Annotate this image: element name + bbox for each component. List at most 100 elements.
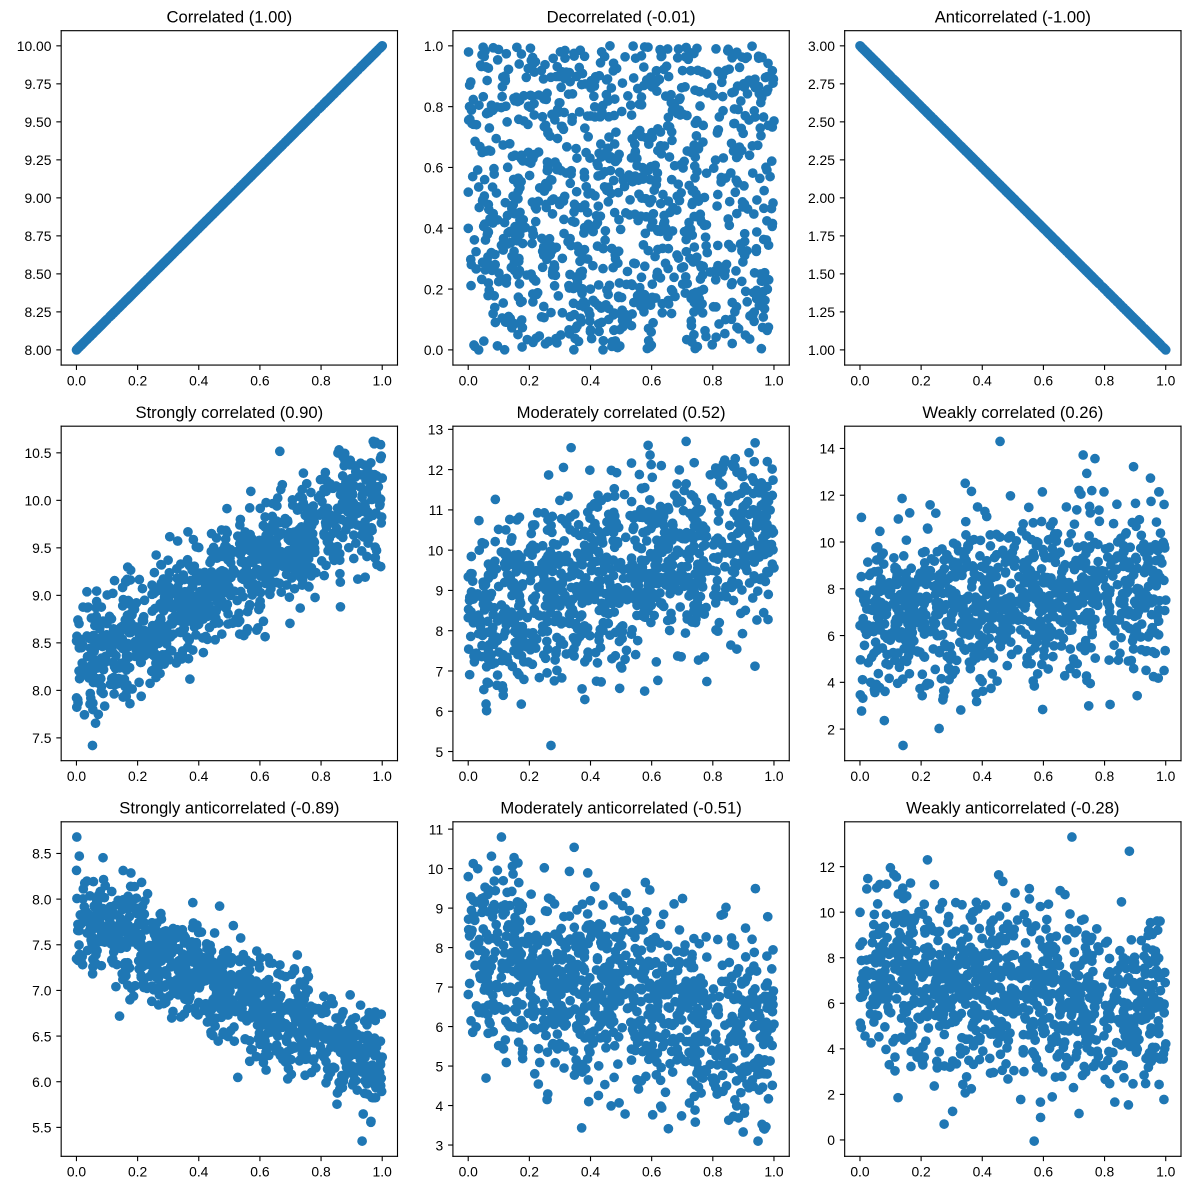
svg-text:8: 8 xyxy=(827,950,835,966)
svg-text:10: 10 xyxy=(428,542,444,558)
svg-text:11: 11 xyxy=(429,821,444,837)
svg-text:0.4: 0.4 xyxy=(973,372,993,388)
svg-text:0.4: 0.4 xyxy=(581,1164,601,1180)
svg-text:0.4: 0.4 xyxy=(189,768,209,784)
svg-text:0.4: 0.4 xyxy=(581,372,601,388)
svg-text:0.8: 0.8 xyxy=(1095,768,1115,784)
svg-text:Strongly anticorrelated (-0.89: Strongly anticorrelated (-0.89) xyxy=(119,798,339,817)
svg-text:6: 6 xyxy=(436,1019,444,1035)
svg-text:2.00: 2.00 xyxy=(808,190,835,206)
svg-text:1.0: 1.0 xyxy=(764,768,784,784)
svg-text:0.8: 0.8 xyxy=(1095,372,1115,388)
svg-text:0.8: 0.8 xyxy=(311,768,331,784)
svg-text:Weakly correlated (0.26): Weakly correlated (0.26) xyxy=(922,403,1103,422)
svg-text:2.75: 2.75 xyxy=(808,76,835,92)
svg-text:0.2: 0.2 xyxy=(128,1164,148,1180)
svg-text:1.00: 1.00 xyxy=(808,342,835,358)
svg-text:Decorrelated (-0.01): Decorrelated (-0.01) xyxy=(547,7,696,26)
svg-text:9.50: 9.50 xyxy=(24,114,51,130)
svg-text:0.2: 0.2 xyxy=(424,281,444,297)
svg-text:0.6: 0.6 xyxy=(1034,768,1054,784)
svg-text:8.5: 8.5 xyxy=(32,846,52,862)
svg-text:0.2: 0.2 xyxy=(520,768,540,784)
svg-text:8.75: 8.75 xyxy=(24,228,51,244)
svg-text:0.0: 0.0 xyxy=(850,1164,870,1180)
svg-text:2.25: 2.25 xyxy=(808,152,835,168)
svg-text:8.25: 8.25 xyxy=(24,304,51,320)
svg-text:12: 12 xyxy=(820,859,836,875)
svg-text:Moderately anticorrelated (-0.: Moderately anticorrelated (-0.51) xyxy=(500,798,741,817)
svg-text:14: 14 xyxy=(820,441,836,457)
svg-text:9.0: 9.0 xyxy=(32,588,52,604)
svg-text:12: 12 xyxy=(820,487,836,503)
svg-text:8.0: 8.0 xyxy=(32,891,52,907)
svg-text:13: 13 xyxy=(428,422,444,438)
svg-text:9.5: 9.5 xyxy=(32,540,52,556)
svg-text:9.75: 9.75 xyxy=(24,76,51,92)
svg-text:0.8: 0.8 xyxy=(703,372,723,388)
svg-text:0.8: 0.8 xyxy=(703,768,723,784)
svg-text:2: 2 xyxy=(827,1087,835,1103)
svg-text:0.0: 0.0 xyxy=(459,1164,479,1180)
svg-text:0.6: 0.6 xyxy=(250,768,270,784)
svg-text:0.4: 0.4 xyxy=(189,372,209,388)
svg-text:11: 11 xyxy=(429,502,444,518)
svg-text:8.00: 8.00 xyxy=(24,342,51,358)
svg-text:0.4: 0.4 xyxy=(189,1164,209,1180)
svg-text:10.00: 10.00 xyxy=(17,38,52,54)
svg-text:12: 12 xyxy=(428,462,444,478)
svg-text:6: 6 xyxy=(436,704,444,720)
svg-text:1.75: 1.75 xyxy=(808,228,835,244)
svg-text:1.0: 1.0 xyxy=(424,38,444,54)
svg-text:5.5: 5.5 xyxy=(32,1120,52,1136)
svg-text:4: 4 xyxy=(827,675,835,691)
svg-text:9.00: 9.00 xyxy=(24,190,51,206)
svg-text:0.6: 0.6 xyxy=(1034,1164,1054,1180)
svg-text:1.0: 1.0 xyxy=(373,768,393,784)
svg-text:0.8: 0.8 xyxy=(311,372,331,388)
svg-text:Strongly correlated (0.90): Strongly correlated (0.90) xyxy=(135,403,323,422)
svg-text:0.0: 0.0 xyxy=(459,768,479,784)
svg-text:0.6: 0.6 xyxy=(642,372,662,388)
svg-text:0.8: 0.8 xyxy=(1095,1164,1115,1180)
svg-text:0.0: 0.0 xyxy=(67,372,87,388)
svg-text:1.25: 1.25 xyxy=(808,304,835,320)
svg-text:4: 4 xyxy=(436,1098,444,1114)
svg-text:1.0: 1.0 xyxy=(764,1164,784,1180)
svg-text:0.2: 0.2 xyxy=(520,1164,540,1180)
svg-text:Weakly anticorrelated (-0.28): Weakly anticorrelated (-0.28) xyxy=(906,798,1119,817)
svg-text:6: 6 xyxy=(827,996,835,1012)
svg-text:0.0: 0.0 xyxy=(850,372,870,388)
svg-text:8.5: 8.5 xyxy=(32,635,52,651)
svg-text:10.5: 10.5 xyxy=(24,445,51,461)
svg-text:0.6: 0.6 xyxy=(424,160,444,176)
svg-text:7: 7 xyxy=(436,979,444,995)
svg-text:0.4: 0.4 xyxy=(424,221,444,237)
svg-text:0.0: 0.0 xyxy=(850,768,870,784)
svg-text:0.4: 0.4 xyxy=(973,768,993,784)
svg-text:10: 10 xyxy=(820,534,836,550)
svg-text:8: 8 xyxy=(436,940,444,956)
svg-text:10: 10 xyxy=(428,861,444,877)
svg-text:8: 8 xyxy=(827,581,835,597)
svg-text:0.0: 0.0 xyxy=(424,342,444,358)
svg-text:9: 9 xyxy=(436,583,444,599)
svg-text:0: 0 xyxy=(827,1132,835,1148)
svg-text:1.0: 1.0 xyxy=(764,372,784,388)
svg-text:0.2: 0.2 xyxy=(520,372,540,388)
svg-text:7.5: 7.5 xyxy=(32,730,52,746)
svg-text:0.4: 0.4 xyxy=(973,1164,993,1180)
svg-text:0.0: 0.0 xyxy=(459,372,479,388)
svg-text:0.8: 0.8 xyxy=(311,1164,331,1180)
svg-text:9: 9 xyxy=(436,900,444,916)
svg-text:Moderately correlated (0.52): Moderately correlated (0.52) xyxy=(517,403,726,422)
svg-text:6.5: 6.5 xyxy=(32,1028,52,1044)
svg-text:0.0: 0.0 xyxy=(67,1164,87,1180)
svg-text:6: 6 xyxy=(827,628,835,644)
svg-text:0.6: 0.6 xyxy=(250,372,270,388)
svg-text:4: 4 xyxy=(827,1041,835,1057)
svg-text:2: 2 xyxy=(827,721,835,737)
svg-text:0.2: 0.2 xyxy=(911,768,931,784)
svg-text:0.2: 0.2 xyxy=(911,372,931,388)
svg-text:0.8: 0.8 xyxy=(703,1164,723,1180)
